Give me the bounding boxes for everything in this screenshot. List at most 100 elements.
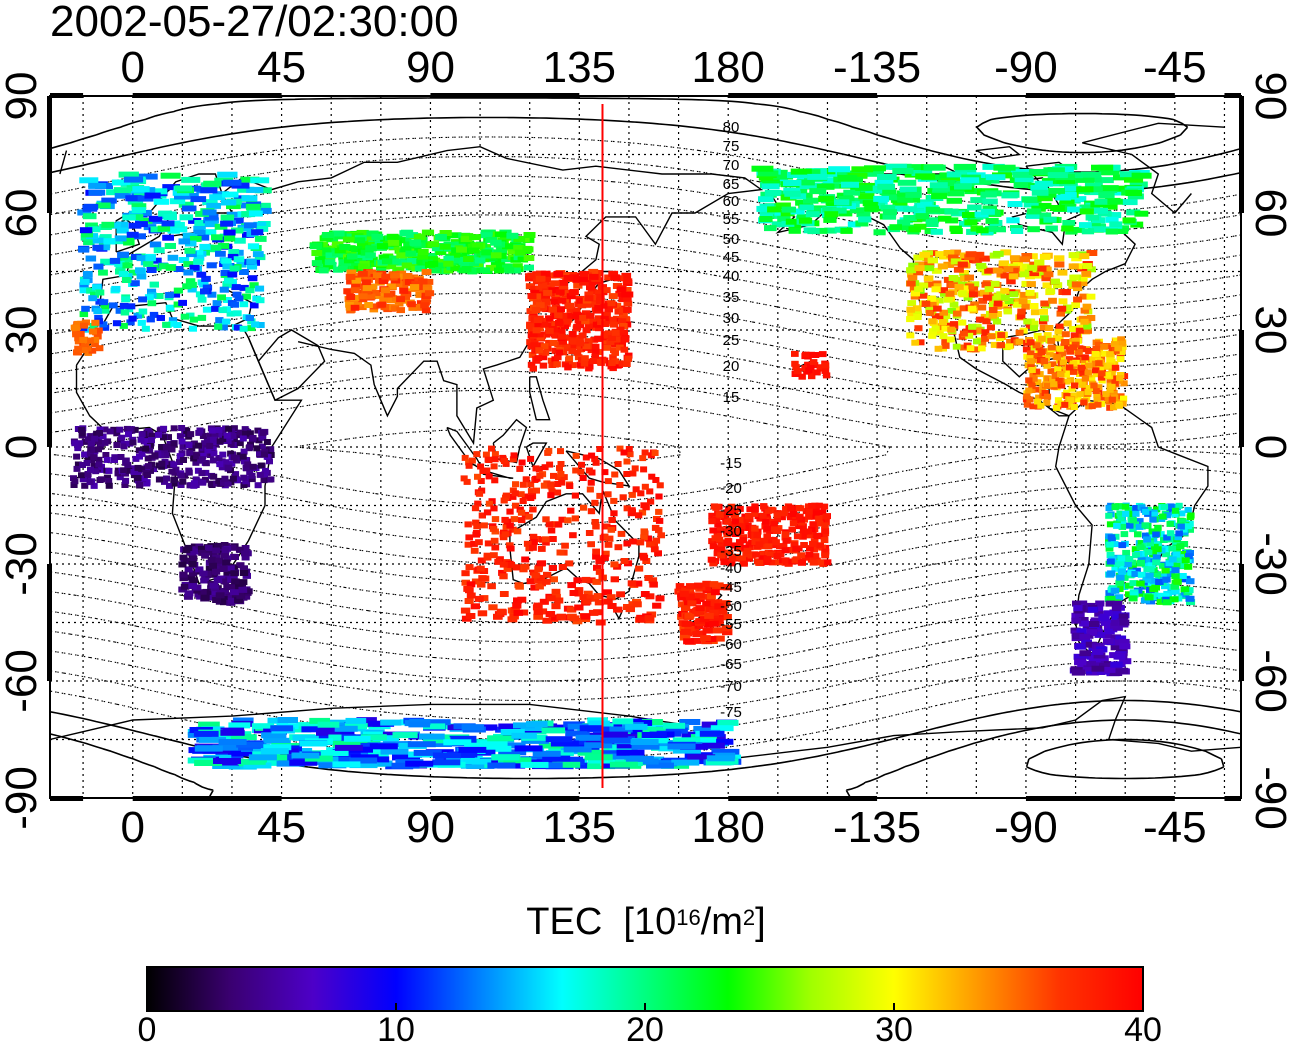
top-lon-tick-label: 0: [120, 43, 144, 92]
tec-data-point: [954, 183, 972, 190]
tec-data-point: [1009, 255, 1021, 262]
tec-data-point: [1075, 327, 1084, 334]
tec-data-point: [1125, 190, 1142, 196]
tec-data-point: [811, 553, 820, 560]
tec-data-point: [616, 591, 625, 598]
tec-data-point: [583, 590, 593, 597]
tec-data-point: [234, 477, 242, 484]
tec-data-point: [1142, 532, 1150, 539]
tec-data-point: [100, 303, 110, 310]
tec-data-point: [1167, 503, 1175, 510]
tec-data-point: [1006, 217, 1020, 224]
tec-data-point: [94, 438, 102, 445]
tec-data-point: [128, 315, 137, 322]
tec-data-point: [239, 269, 249, 275]
tec-data-point: [248, 476, 256, 483]
tec-data-point: [822, 519, 830, 526]
tec-data-point: [115, 221, 129, 228]
tec-data-point: [1089, 621, 1099, 627]
tec-data-point: [1015, 338, 1024, 345]
tec-data-point: [1119, 400, 1127, 407]
tec-data-point: [1145, 532, 1154, 539]
tec-data-point: [461, 579, 470, 586]
tec-data-point: [254, 285, 265, 292]
tec-data-point: [1117, 555, 1126, 562]
tec-data-point: [466, 592, 476, 599]
tec-data-point: [316, 729, 341, 736]
tec-data-point: [1009, 291, 1019, 298]
tec-data-point: [130, 280, 140, 287]
tec-data-point: [1161, 583, 1170, 590]
tec-data-point: [997, 332, 1006, 339]
tec-data-point: [310, 242, 322, 249]
tec-data-point: [1162, 576, 1171, 583]
tec-data-point: [220, 220, 233, 227]
tec-data-point: [588, 318, 597, 325]
tec-data-point: [1043, 332, 1052, 339]
tec-data-point: [223, 432, 231, 439]
tec-data-point: [500, 729, 525, 735]
tec-data-point: [554, 597, 564, 604]
tec-data-point: [821, 366, 830, 373]
tec-data-point: [897, 179, 917, 186]
tec-data-point: [171, 480, 179, 487]
tec-data-point: [116, 426, 124, 433]
tec-data-point: [143, 479, 151, 486]
tec-data-point: [781, 557, 790, 564]
tec-data-point: [215, 592, 225, 599]
tec-data-point: [1017, 308, 1026, 315]
tec-data-point: [614, 544, 623, 551]
tec-data-point: [472, 243, 484, 250]
tec-data-point: [635, 512, 643, 519]
tec-data-point: [193, 229, 206, 236]
tec-data-point: [838, 196, 855, 203]
tec-data-point: [702, 600, 712, 607]
tec-data-point: [621, 291, 631, 298]
tec-data-point: [569, 274, 579, 281]
tec-data-point: [1108, 396, 1116, 403]
tec-data-point: [548, 565, 557, 571]
tec-data-point: [224, 277, 234, 284]
tec-data-point: [579, 475, 587, 481]
tec-data-point: [393, 281, 403, 287]
tec-data-point: [99, 234, 112, 241]
tec-data-point: [1080, 360, 1089, 367]
tec-data-point: [849, 207, 865, 214]
tec-data-point: [358, 263, 369, 270]
tec-data-point: [199, 433, 207, 439]
tec-data-point: [865, 187, 883, 194]
tec-data-point: [1031, 189, 1049, 196]
tec-data-point: [562, 318, 572, 325]
tec-data-point: [1145, 572, 1154, 579]
tec-data-point: [705, 738, 734, 745]
tec-data-point: [423, 723, 446, 730]
tec-data-point: [1068, 263, 1079, 270]
tec-data-point: [582, 343, 591, 350]
tec-data-point: [500, 234, 512, 241]
tec-data-point: [958, 319, 967, 326]
tec-data-point: [1073, 285, 1083, 292]
tec-data-point: [79, 462, 87, 468]
tec-data-point: [193, 730, 219, 737]
tec-data-point: [965, 332, 974, 339]
tec-data-point: [1048, 187, 1065, 194]
tec-data-point: [463, 478, 471, 485]
tec-data-point: [988, 312, 998, 319]
tec-data-point: [160, 425, 168, 432]
tec-data-point: [790, 208, 805, 215]
tec-data-point: [1028, 367, 1036, 373]
tec-data-point: [215, 427, 223, 433]
tec-data-point: [863, 170, 884, 177]
tec-data-point: [527, 481, 535, 488]
tec-data-point: [1184, 507, 1192, 514]
tec-data-point: [76, 330, 85, 337]
tec-data-point: [1028, 383, 1036, 390]
tec-data-point: [449, 232, 462, 239]
tec-data-point: [471, 578, 481, 585]
tec-data-point: [206, 262, 217, 269]
tec-data-point: [178, 201, 194, 208]
tec-data-point: [789, 520, 798, 527]
tec-data-point: [434, 262, 445, 269]
tec-data-point: [1125, 582, 1134, 589]
tec-data-point: [170, 461, 178, 468]
